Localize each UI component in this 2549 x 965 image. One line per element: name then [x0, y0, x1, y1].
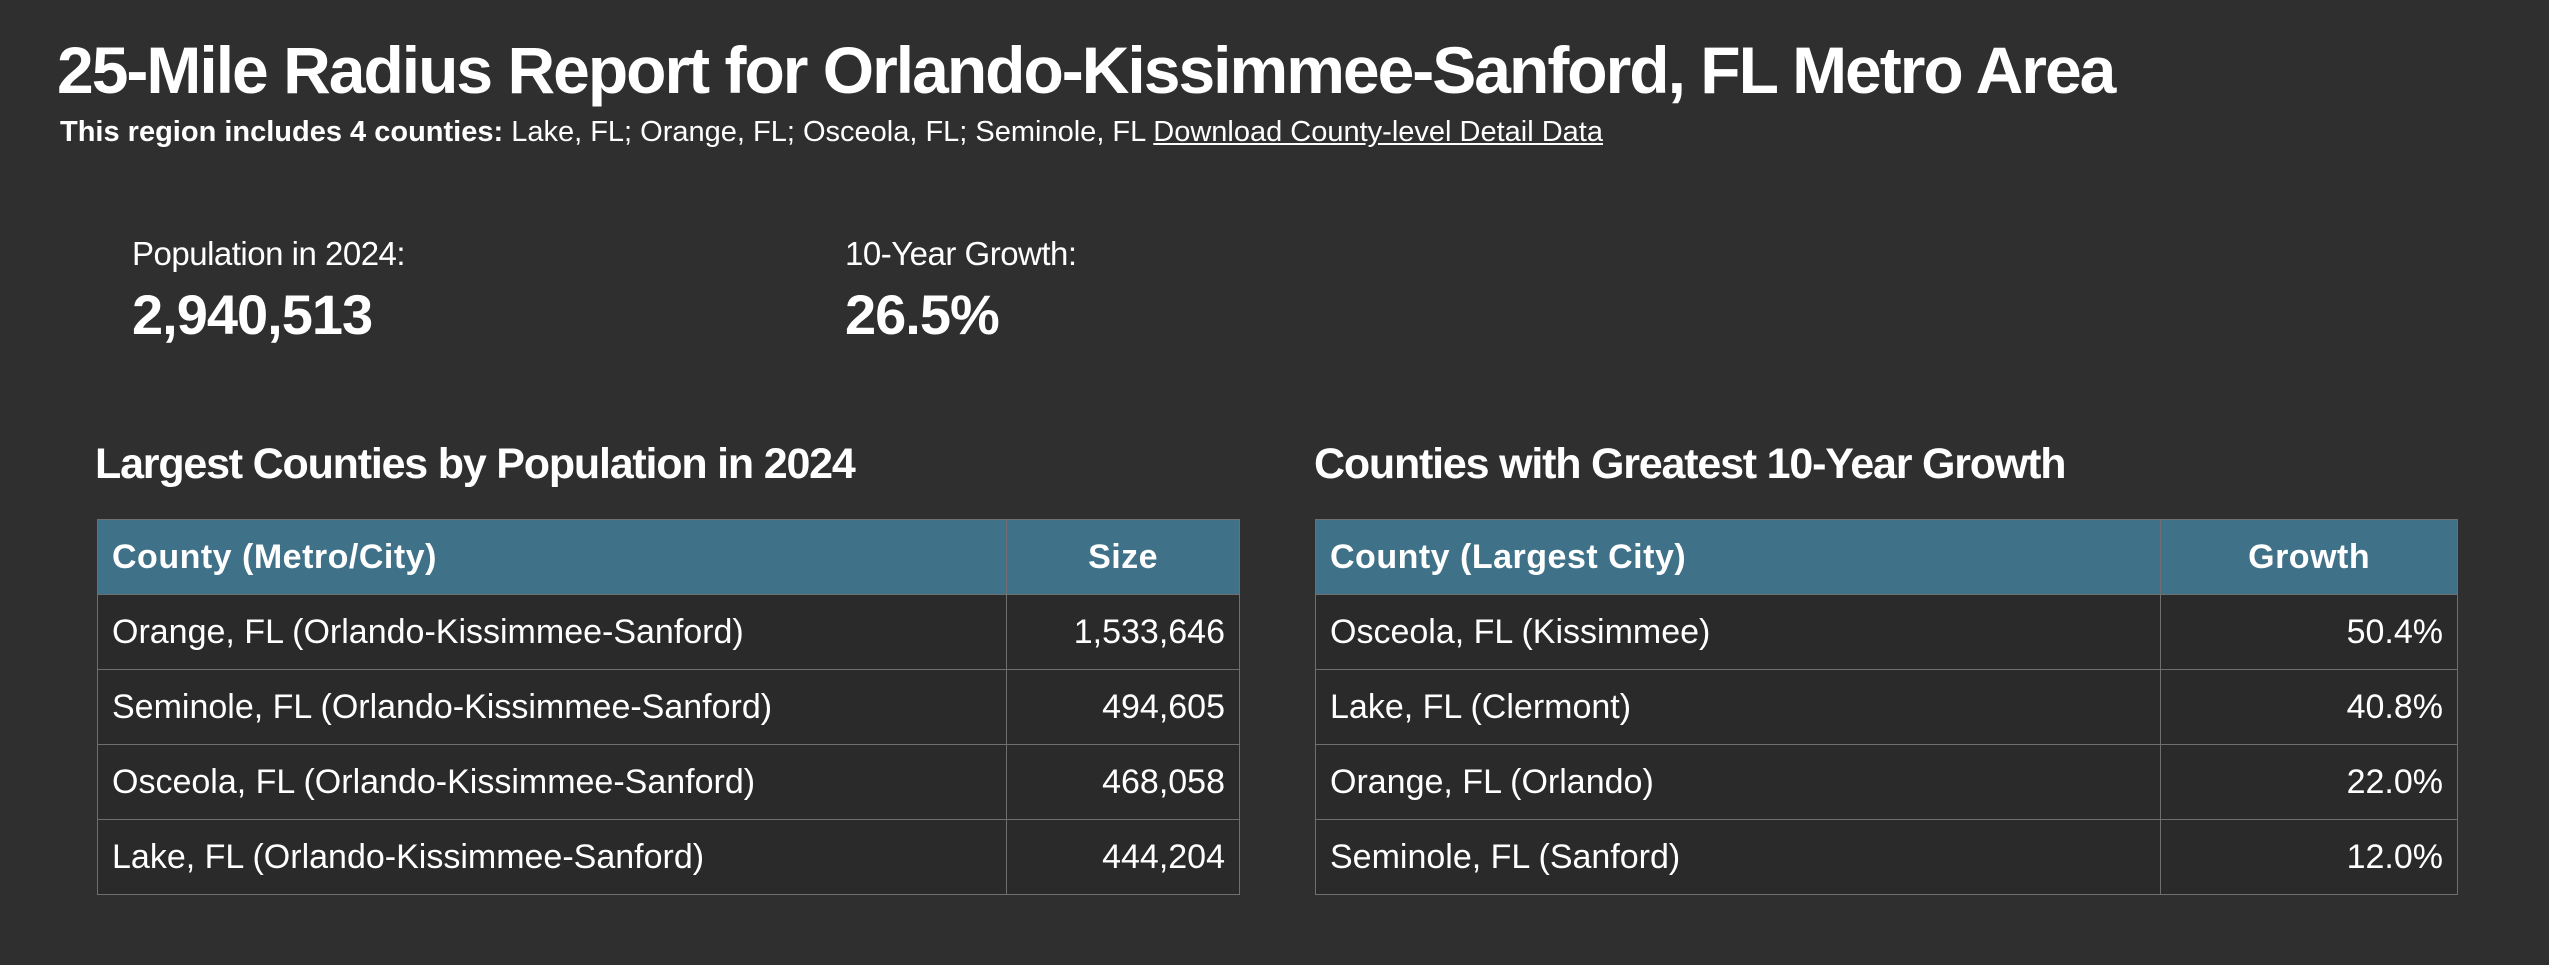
county-cell: Osceola, FL (Orlando-Kissimmee-Sanford) [96, 744, 1008, 820]
table-header-row: County (Metro/City) Size [96, 519, 1240, 595]
growth-value: 26.5% [845, 283, 1000, 346]
population-stat: Population in 2024: 2,940,513 [132, 232, 406, 350]
growth-cell: 22.0% [2160, 744, 2458, 820]
table-row: Orange, FL (Orlando-Kissimmee-Sanford) 1… [96, 594, 1240, 670]
county-cell: Orange, FL (Orlando-Kissimmee-Sanford) [96, 594, 1008, 670]
growth-label: 10-Year Growth: [845, 235, 1077, 272]
size-cell: 494,605 [1006, 669, 1240, 745]
table-row: Seminole, FL (Sanford) 12.0% [1314, 819, 2458, 895]
col-header-county: County (Largest City) [1314, 519, 2162, 595]
largest-counties-table: County (Metro/City) Size Orange, FL (Orl… [96, 519, 1240, 895]
county-cell: Lake, FL (Clermont) [1314, 669, 2162, 745]
download-detail-link[interactable]: Download County-level Detail Data [1153, 116, 1603, 148]
col-header-growth: Growth [2160, 519, 2458, 595]
page-title: 25-Mile Radius Report for Orlando-Kissim… [57, 33, 2116, 107]
growth-cell: 50.4% [2160, 594, 2458, 670]
table-row: Seminole, FL (Orlando-Kissimmee-Sanford)… [96, 669, 1240, 745]
table-header-row: County (Largest City) Growth [1314, 519, 2458, 595]
table-row: Osceola, FL (Kissimmee) 50.4% [1314, 594, 2458, 670]
largest-counties-title: Largest Counties by Population in 2024 [95, 440, 856, 488]
table-row: Osceola, FL (Orlando-Kissimmee-Sanford) … [96, 744, 1240, 820]
growth-counties-title: Counties with Greatest 10-Year Growth [1314, 440, 2066, 488]
population-value: 2,940,513 [132, 283, 373, 346]
growth-stat: 10-Year Growth: 26.5% [845, 232, 1077, 350]
table-row: Orange, FL (Orlando) 22.0% [1314, 744, 2458, 820]
county-cell: Lake, FL (Orlando-Kissimmee-Sanford) [96, 819, 1008, 895]
col-header-county: County (Metro/City) [96, 519, 1008, 595]
growth-cell: 40.8% [2160, 669, 2458, 745]
county-cell: Osceola, FL (Kissimmee) [1314, 594, 2162, 670]
region-summary: This region includes 4 counties: Lake, F… [60, 114, 1603, 150]
region-counties: Lake, FL; Orange, FL; Osceola, FL; Semin… [511, 116, 1146, 148]
col-header-size: Size [1006, 519, 1240, 595]
region-lead: This region includes 4 counties: [60, 116, 504, 148]
table-row: Lake, FL (Clermont) 40.8% [1314, 669, 2458, 745]
county-cell: Orange, FL (Orlando) [1314, 744, 2162, 820]
population-label: Population in 2024: [132, 235, 406, 272]
size-cell: 444,204 [1006, 819, 1240, 895]
county-cell: Seminole, FL (Orlando-Kissimmee-Sanford) [96, 669, 1008, 745]
size-cell: 468,058 [1006, 744, 1240, 820]
county-cell: Seminole, FL (Sanford) [1314, 819, 2162, 895]
table-row: Lake, FL (Orlando-Kissimmee-Sanford) 444… [96, 819, 1240, 895]
size-cell: 1,533,646 [1006, 594, 1240, 670]
growth-cell: 12.0% [2160, 819, 2458, 895]
growth-counties-table: County (Largest City) Growth Osceola, FL… [1314, 519, 2458, 895]
